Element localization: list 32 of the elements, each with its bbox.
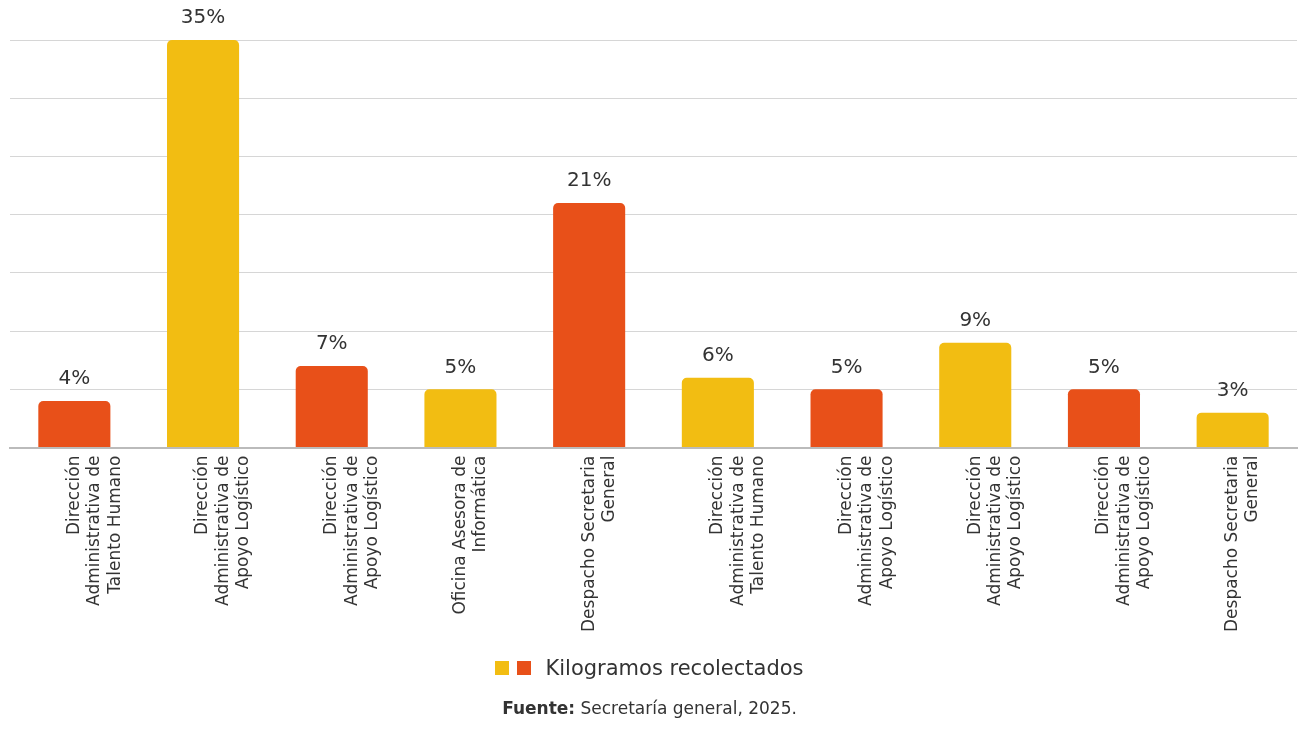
data-label: 7% <box>315 330 348 355</box>
x-tick-label: Dirección Administrativa de Apoyo Logístico <box>1092 455 1154 606</box>
bar <box>939 342 1012 448</box>
bar <box>810 389 883 448</box>
x-tick-label: Dirección Administrativa de Apoyo Logístico <box>191 455 253 606</box>
data-label: 5% <box>1088 353 1120 378</box>
bar <box>1067 389 1140 448</box>
bar <box>295 366 368 448</box>
x-tick-label: Despacho Secretaria General <box>1221 455 1262 633</box>
x-tick-label: Dirección Administrativa de Apoyo Logístico <box>320 455 381 606</box>
bar <box>38 401 111 448</box>
x-tick-label: Dirección Administrativa de Apoyo Logístico <box>963 455 1025 606</box>
x-tick-label: Despacho Secretaria General <box>577 455 618 633</box>
data-label: 3% <box>1216 376 1249 401</box>
data-label: 4% <box>58 365 91 390</box>
data-label: 6% <box>701 341 734 366</box>
legend-label: Kilogramos recolectados <box>545 656 804 680</box>
x-tick-label: Dirección Administrativa de Talento Humano <box>62 455 124 606</box>
bar <box>553 203 626 448</box>
x-tick-label: Oficina Asesora de Informática <box>448 455 490 615</box>
data-label: 21% <box>566 167 612 192</box>
bar <box>167 40 240 448</box>
bar <box>681 377 754 448</box>
data-label: 5% <box>444 353 477 378</box>
bar <box>1196 412 1269 448</box>
x-tick-label: Dirección Administrativa de Talento Humano <box>706 455 768 606</box>
source-note: Fuente: Secretaría general, 2025. <box>501 698 798 718</box>
x-tick-label: Dirección Administrativa de Apoyo Logístico <box>834 455 896 606</box>
data-label: 5% <box>830 353 863 378</box>
data-label: 35% <box>180 4 226 29</box>
bar <box>424 389 497 448</box>
data-label: 9% <box>959 306 992 331</box>
